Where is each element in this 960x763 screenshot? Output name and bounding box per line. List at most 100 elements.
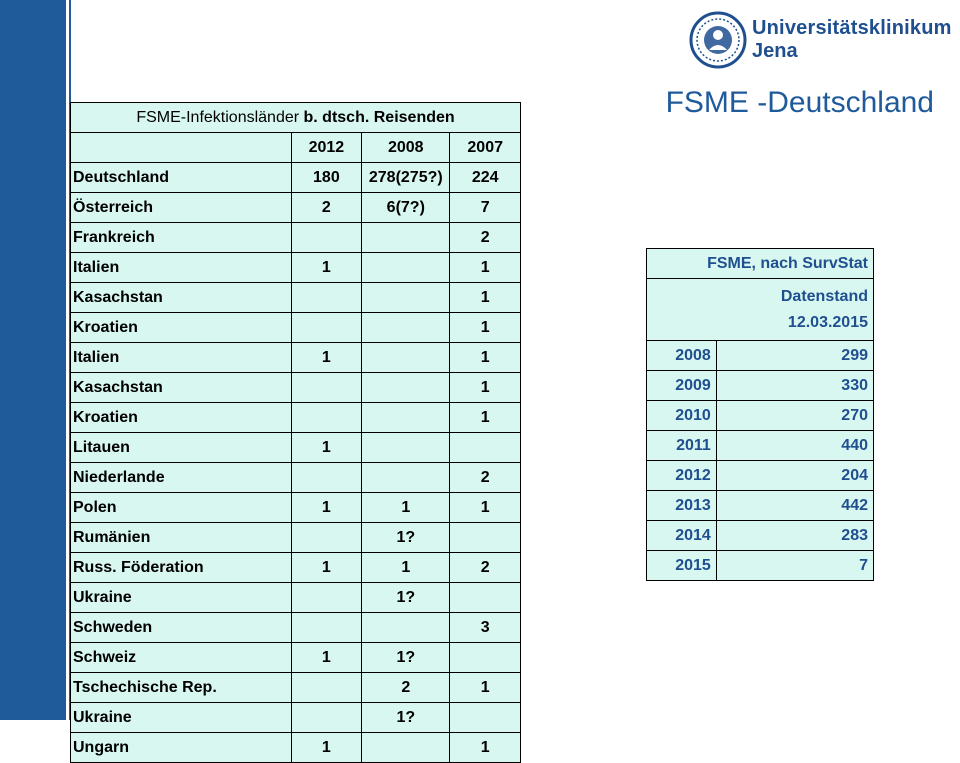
- survstat-header-row: FSME, nach SurvStat: [646, 248, 874, 279]
- case-count-cell: 7: [715, 550, 875, 581]
- count-cell: 1: [290, 432, 363, 463]
- count-cell: [361, 312, 451, 343]
- count-cell: [290, 612, 363, 643]
- country-cell: Rumänien: [70, 522, 292, 553]
- year-header-row: 2012 2008 2007: [70, 132, 521, 163]
- country-cell: Italien: [70, 342, 292, 373]
- count-cell: 1: [290, 252, 363, 283]
- count-cell: 1?: [361, 642, 451, 673]
- count-cell: 3: [449, 612, 521, 643]
- table-row: Schweden 3: [70, 612, 521, 643]
- table-row: Kroatien 1: [70, 402, 521, 433]
- year-column-header: 2008: [361, 132, 451, 163]
- count-cell: [361, 252, 451, 283]
- country-cell: Litauen: [70, 432, 292, 463]
- count-cell: 2: [449, 222, 521, 253]
- year-column-header: 2012: [290, 132, 363, 163]
- country-cell: Kasachstan: [70, 282, 292, 313]
- case-count-cell: 299: [715, 340, 875, 371]
- count-cell: 1?: [361, 702, 451, 733]
- count-cell: [290, 702, 363, 733]
- count-cell: [449, 642, 521, 673]
- count-cell: 1: [290, 642, 363, 673]
- country-cell: Schweden: [70, 612, 292, 643]
- count-cell: [361, 462, 451, 493]
- country-cell: Schweiz: [70, 642, 292, 673]
- count-cell: [290, 372, 363, 403]
- count-cell: [361, 282, 451, 313]
- year-cell: 2009: [646, 370, 717, 401]
- table-row: Niederlande 2: [70, 462, 521, 493]
- table-row: Litauen 1: [70, 432, 521, 463]
- university-seal-icon: [689, 11, 747, 69]
- table-row: Ungarn 1 1: [70, 732, 521, 763]
- table-row: 2010 270: [646, 400, 875, 431]
- case-count-cell: 283: [715, 520, 875, 551]
- count-cell: 224: [449, 162, 521, 193]
- table-row: Schweiz 1 1?: [70, 642, 521, 673]
- travel-countries-table: FSME-Infektionsländer b. dtsch. Reisende…: [70, 102, 521, 763]
- count-cell: [449, 522, 521, 553]
- country-cell: Russ. Föderation: [70, 552, 292, 583]
- country-cell: Österreich: [70, 192, 292, 223]
- count-cell: 1: [449, 492, 521, 523]
- university-logo: Universitätsklinikum Jena: [688, 10, 951, 70]
- count-cell: [449, 582, 521, 613]
- country-cell: Ukraine: [70, 702, 292, 733]
- count-cell: 1: [361, 492, 451, 523]
- count-cell: [361, 402, 451, 433]
- count-cell: [290, 582, 363, 613]
- country-cell: Ungarn: [70, 732, 292, 763]
- table-row: Ukraine 1?: [70, 702, 521, 733]
- count-cell: 1: [449, 342, 521, 373]
- count-cell: [290, 672, 363, 703]
- count-cell: 1?: [361, 582, 451, 613]
- survstat-datenstand: Datenstand 12.03.2015: [646, 278, 874, 341]
- count-cell: [449, 702, 521, 733]
- count-cell: 2: [290, 192, 363, 223]
- table-row: 2009 330: [646, 370, 875, 401]
- table-row: Kasachstan 1: [70, 372, 521, 403]
- left-decor-bar: [0, 0, 66, 720]
- count-cell: [361, 222, 451, 253]
- count-cell: 1: [449, 732, 521, 763]
- count-cell: 1: [449, 252, 521, 283]
- case-count-cell: 330: [715, 370, 875, 401]
- count-cell: 1: [449, 672, 521, 703]
- count-cell: 1?: [361, 522, 451, 553]
- table-row: Österreich 2 6(7?) 7: [70, 192, 521, 223]
- logo-text-line1: Universitätsklinikum: [752, 17, 952, 39]
- count-cell: [290, 282, 363, 313]
- case-count-cell: 442: [715, 490, 875, 521]
- logo-text-line2: Jena: [752, 40, 798, 62]
- table-title-bold: b. dtsch. Reisenden: [303, 109, 455, 126]
- count-cell: 2: [361, 672, 451, 703]
- country-cell: Italien: [70, 252, 292, 283]
- count-cell: 1: [361, 552, 451, 583]
- country-cell: Niederlande: [70, 462, 292, 493]
- table-row: Polen 1 1 1: [70, 492, 521, 523]
- count-cell: 278(275?): [361, 162, 451, 193]
- table-row: 2011 440: [646, 430, 875, 461]
- table-row: Kroatien 1: [70, 312, 521, 343]
- count-cell: [361, 732, 451, 763]
- count-cell: 1: [290, 342, 363, 373]
- country-cell: Kasachstan: [70, 372, 292, 403]
- count-cell: 1: [290, 732, 363, 763]
- count-cell: [290, 222, 363, 253]
- count-cell: [449, 432, 521, 463]
- table-row: Ukraine 1?: [70, 582, 521, 613]
- country-cell: Deutschland: [70, 162, 292, 193]
- table-row: Frankreich 2: [70, 222, 521, 253]
- table-row: 2013 442: [646, 490, 875, 521]
- table-title-row: FSME-Infektionsländer b. dtsch. Reisende…: [70, 102, 521, 133]
- count-cell: 6(7?): [361, 192, 451, 223]
- survstat-table: FSME, nach SurvStat Datenstand 12.03.2015…: [646, 248, 875, 581]
- count-cell: [290, 522, 363, 553]
- count-cell: [290, 462, 363, 493]
- count-cell: 1: [449, 402, 521, 433]
- year-cell: 2011: [646, 430, 717, 461]
- table-row: 2008 299: [646, 340, 875, 371]
- survstat-header: FSME, nach SurvStat: [646, 248, 874, 279]
- table-row: Tschechische Rep. 2 1: [70, 672, 521, 703]
